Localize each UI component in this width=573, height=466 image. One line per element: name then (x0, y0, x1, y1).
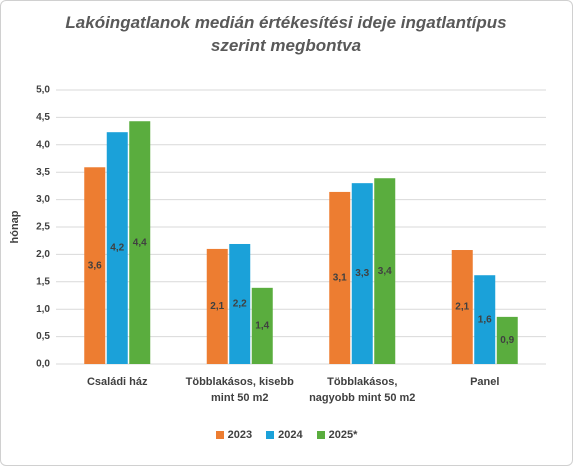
data-label: 2,2 (233, 299, 247, 310)
legend-item: 2025* (316, 429, 358, 441)
y-tick-label: 0,0 (36, 359, 50, 370)
x-tick-label: Többlakásos, nagyobb mint 50 m2 (309, 376, 416, 404)
bar (451, 250, 473, 364)
legend-item: 2024 (266, 429, 303, 441)
legend-swatch (316, 431, 325, 439)
y-tick-label: 5,0 (36, 85, 50, 96)
y-tick-label: 3,5 (36, 167, 50, 178)
y-tick-label: 0,5 (36, 331, 50, 342)
y-tick-label: 1,0 (36, 304, 50, 315)
x-tick-label: Családi ház (86, 376, 148, 388)
x-tick-label: Többlakásos, kisebb mint 50 m2 (185, 376, 294, 404)
bar (251, 287, 273, 364)
bar (129, 121, 151, 365)
bar (106, 132, 128, 364)
legend-swatch (215, 431, 224, 439)
y-tick-label: 4,5 (36, 112, 50, 123)
bar (374, 178, 396, 364)
data-label: 3,6 (88, 260, 102, 271)
data-label: 0,9 (500, 335, 514, 346)
legend-label: 2024 (278, 429, 303, 441)
data-label: 2,1 (210, 301, 224, 312)
legend: 2023 2024 2025* (1, 429, 572, 442)
legend-label: 2025* (328, 429, 358, 441)
y-tick-label: 1,5 (36, 276, 50, 287)
data-label: 4,2 (110, 243, 124, 254)
data-label: 1,4 (255, 321, 269, 332)
legend-label: 2023 (227, 429, 253, 441)
legend-swatch (266, 431, 275, 439)
y-axis-label: hónap (9, 210, 21, 243)
bar (84, 167, 106, 364)
bar (496, 316, 518, 364)
data-label: 3,3 (355, 268, 369, 279)
data-label: 1,6 (478, 314, 492, 325)
data-label: 3,4 (378, 266, 392, 277)
data-label: 3,1 (333, 273, 347, 284)
y-tick-label: 3,0 (36, 194, 50, 205)
data-label: 2,1 (455, 302, 469, 313)
bar (329, 191, 351, 364)
y-tick-label: 2,0 (36, 249, 50, 260)
bar (206, 248, 228, 364)
legend-item: 2023 (215, 429, 253, 441)
bar (474, 275, 496, 364)
bar (351, 183, 373, 364)
y-tick-label: 2,5 (36, 222, 50, 233)
chart-title: Lakóingatlanok medián értékesítési ideje… (65, 13, 507, 55)
x-tick-label: Panel (470, 376, 500, 388)
data-label: 4,4 (133, 237, 147, 248)
bar (229, 243, 251, 364)
y-tick-label: 4,0 (36, 139, 50, 150)
